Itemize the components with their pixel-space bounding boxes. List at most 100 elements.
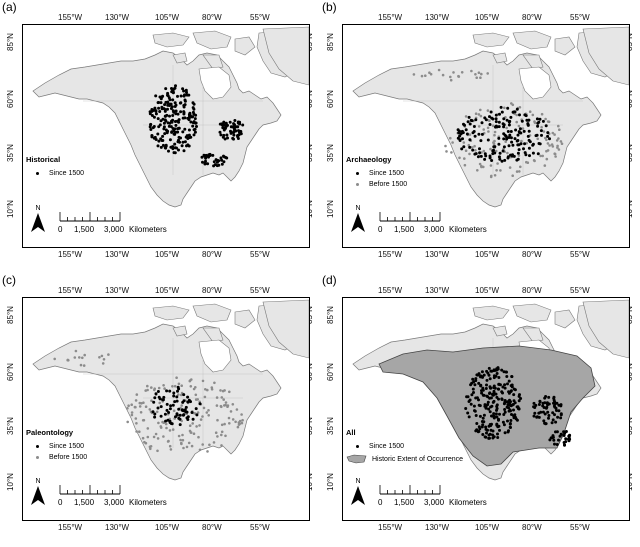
- occurrence-since-1500: [149, 123, 153, 127]
- occurrence-since-1500: [195, 413, 199, 417]
- occurrence-since-1500: [546, 134, 550, 138]
- occurrence-since-1500: [174, 415, 177, 419]
- legend-title: Archaeology: [346, 155, 392, 164]
- occurrence-since-1500: [193, 127, 197, 131]
- occurrence-since-1500: [475, 422, 479, 425]
- occurrence-since-1500: [154, 94, 158, 98]
- occurrence-since-1500: [222, 128, 226, 132]
- occurrence-since-1500: [507, 144, 511, 148]
- occurrence-since-1500: [527, 129, 531, 133]
- occurrence-before-1500: [528, 110, 532, 113]
- occurrence-before-1500: [505, 126, 508, 130]
- occurrence-before-1500: [468, 133, 472, 136]
- longitude-tick-bottom: 155°W: [58, 523, 83, 532]
- legend-title: Paleontology: [26, 428, 74, 437]
- occurrence-before-1500: [450, 151, 453, 154]
- occurrence-since-1500: [156, 132, 160, 136]
- arctic-island: [152, 32, 190, 48]
- occurrence-before-1500: [437, 68, 441, 72]
- map-frame: [22, 24, 310, 248]
- occurrence-since-1500: [542, 419, 546, 423]
- longitude-tick-top: 130°W: [105, 286, 130, 295]
- occurrence-before-1500: [477, 113, 481, 116]
- occurrence-before-1500: [74, 349, 78, 353]
- occurrence-since-1500: [544, 422, 548, 426]
- occurrence-since-1500: [190, 115, 194, 119]
- occurrence-since-1500: [559, 404, 563, 408]
- occurrence-since-1500: [502, 145, 506, 149]
- occurrence-before-1500: [503, 106, 506, 110]
- occurrence-before-1500: [452, 71, 455, 74]
- occurrence-before-1500: [236, 425, 240, 429]
- occurrence-since-1500: [156, 406, 160, 410]
- longitude-tick-bottom: 55°W: [570, 523, 590, 532]
- occurrence-since-1500: [503, 383, 507, 387]
- occurrence-since-1500: [497, 397, 500, 401]
- occurrence-before-1500: [486, 109, 490, 112]
- occurrence-since-1500: [493, 386, 497, 390]
- occurrence-since-1500: [503, 400, 507, 404]
- occurrence-before-1500: [220, 396, 224, 399]
- occurrence-since-1500: [507, 136, 511, 139]
- occurrence-since-1500: [179, 101, 183, 105]
- legend-label: Before 1500: [369, 181, 408, 188]
- occurrence-before-1500: [223, 422, 226, 426]
- occurrence-since-1500: [554, 406, 558, 410]
- occurrence-before-1500: [162, 384, 165, 387]
- occurrence-since-1500: [159, 137, 163, 141]
- occurrence-before-1500: [508, 166, 512, 169]
- scale-label: 3,000: [424, 225, 445, 234]
- occurrence-before-1500: [543, 164, 547, 167]
- occurrence-before-1500: [468, 152, 471, 156]
- occurrence-before-1500: [240, 421, 244, 425]
- occurrence-before-1500: [135, 422, 138, 425]
- occurrence-before-1500: [158, 401, 161, 405]
- occurrence-since-1500: [511, 402, 515, 406]
- occurrence-since-1500: [167, 96, 171, 100]
- occurrence-before-1500: [224, 434, 227, 438]
- occurrence-since-1500: [189, 400, 192, 404]
- occurrence-since-1500: [547, 395, 551, 399]
- occurrence-since-1500: [477, 132, 481, 136]
- occurrence-since-1500: [503, 133, 507, 137]
- occurrence-since-1500: [489, 428, 493, 432]
- occurrence-since-1500: [524, 153, 528, 157]
- occurrence-since-1500: [493, 368, 497, 372]
- occurrence-before-1500: [557, 124, 560, 128]
- occurrence-since-1500: [478, 404, 482, 408]
- occurrence-before-1500: [495, 169, 498, 172]
- occurrence-since-1500: [165, 408, 169, 412]
- occurrence-since-1500: [228, 120, 232, 124]
- occurrence-before-1500: [489, 164, 493, 167]
- occurrence-since-1500: [173, 142, 177, 146]
- occurrence-before-1500: [171, 385, 174, 388]
- occurrence-since-1500: [223, 137, 227, 141]
- occurrence-since-1500: [488, 410, 492, 414]
- occurrence-since-1500: [498, 151, 502, 155]
- occurrence-since-1500: [518, 393, 521, 397]
- occurrence-since-1500: [460, 129, 464, 133]
- occurrence-since-1500: [479, 154, 483, 158]
- arctic-island: [492, 52, 508, 64]
- occurrence-before-1500: [482, 128, 485, 131]
- occurrence-since-1500: [473, 134, 477, 138]
- longitude-tick-bottom: 130°W: [105, 523, 130, 532]
- occurrence-before-1500: [188, 379, 192, 382]
- occurrence-since-1500: [192, 133, 196, 137]
- occurrence-before-1500: [519, 165, 522, 169]
- occurrence-since-1500: [503, 410, 507, 414]
- occurrence-since-1500: [492, 412, 496, 416]
- occurrence-since-1500: [510, 413, 513, 416]
- scale-label: 1,500: [394, 225, 415, 234]
- occurrence-before-1500: [477, 125, 481, 128]
- north-america-map: [352, 299, 629, 481]
- occurrence-since-1500: [535, 133, 539, 137]
- panel-letter: (c): [2, 273, 16, 287]
- legend-item: Since 1500: [36, 443, 84, 450]
- occurrence-since-1500: [224, 121, 228, 125]
- occurrence-before-1500: [181, 438, 185, 442]
- occurrence-since-1500: [177, 387, 181, 391]
- occurrence-since-1500: [500, 159, 504, 163]
- occurrence-since-1500: [161, 398, 165, 402]
- occurrence-before-1500: [100, 354, 104, 358]
